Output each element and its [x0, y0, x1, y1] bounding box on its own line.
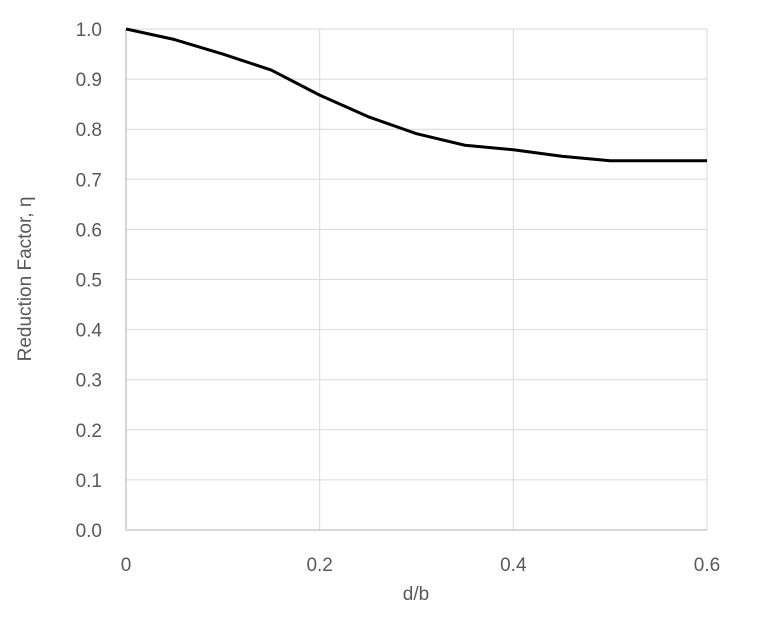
series-layer [125, 27, 707, 163]
y-tick-label: 0.2 [76, 421, 102, 442]
y-tick-label: 0.1 [76, 471, 102, 492]
y-tick-label: 0.8 [76, 120, 102, 141]
series-line [125, 27, 707, 163]
x-tick-label: 0.2 [306, 555, 332, 576]
x-axis-title: d/b [403, 584, 429, 605]
x-tick-label: 0 [121, 555, 132, 576]
y-tick-label: 0.3 [76, 371, 102, 392]
x-tick-label: 0.6 [694, 555, 720, 576]
y-tick-label: 0.5 [76, 271, 102, 292]
gridlines [126, 28, 708, 530]
tick-labels: 0.0 0.1 0.2 0.3 0.4 0.5 0.6 0.7 0.8 0.9 1.0 0 0.2 0.4… [76, 20, 721, 576]
y-tick-label: 0.0 [76, 521, 102, 542]
y-tick-label: 0.7 [76, 170, 102, 191]
axes [125, 29, 707, 531]
y-axis-title: Reduction Factor, η [15, 197, 36, 362]
y-tick-label: 0.4 [76, 321, 103, 342]
y-tick-label: 0.9 [76, 70, 102, 91]
y-tick-label: 1.0 [76, 20, 102, 41]
x-tick-label: 0.4 [500, 555, 527, 576]
y-tick-label: 0.6 [76, 220, 102, 241]
